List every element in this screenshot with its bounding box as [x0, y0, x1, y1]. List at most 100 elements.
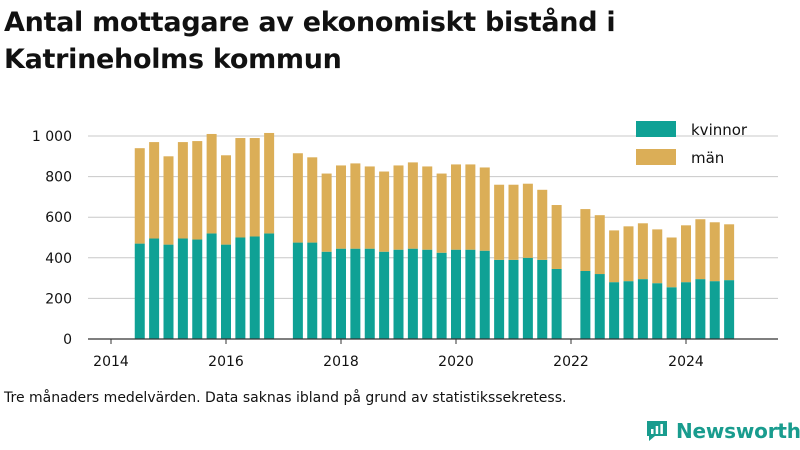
bar-kvinnor [594, 274, 605, 339]
legend: kvinnor män [636, 121, 748, 167]
bar-kvinnor [522, 257, 533, 339]
bar-kvinnor [637, 279, 648, 339]
bar-kvinnor [709, 281, 720, 339]
bar-kvinnor [336, 248, 346, 339]
brand-logo[interactable]: Newsworthy [645, 419, 800, 443]
bar-män [637, 223, 648, 280]
bar-män [422, 166, 433, 250]
bar-män [379, 171, 390, 252]
bar-kvinnor [163, 244, 174, 339]
bar-män [235, 138, 246, 238]
bar-män [350, 163, 361, 249]
legend-label-män: män [691, 149, 724, 167]
x-tick-label: 2014 [93, 354, 129, 370]
bar-kvinnor [508, 259, 519, 339]
bar-kvinnor [249, 236, 260, 339]
bar-män [666, 237, 677, 288]
bar-kvinnor [494, 259, 505, 339]
x-tick-label: 2018 [323, 354, 359, 370]
bar-kvinnor [177, 238, 188, 339]
bar-män [508, 184, 519, 260]
bar-män [537, 189, 548, 260]
bar-män [709, 222, 720, 282]
bar-män [264, 132, 275, 234]
bar-män [134, 148, 145, 244]
bar-kvinnor [422, 249, 433, 339]
legend-label-kvinnor: kvinnor [691, 121, 748, 139]
bar-kvinnor [292, 242, 303, 339]
bar-kvinnor [451, 249, 461, 339]
bar-kvinnor [364, 248, 375, 339]
x-tick-label: 2024 [668, 354, 704, 370]
bar-kvinnor [134, 243, 145, 339]
bar-kvinnor [436, 252, 447, 339]
bars [134, 132, 735, 339]
bar-kvinnor [221, 244, 231, 339]
bar-kvinnor [407, 248, 418, 339]
bar-män [192, 141, 203, 240]
bar-män [652, 229, 663, 284]
y-tick-label: 1 000 [32, 129, 72, 145]
bar-kvinnor [479, 250, 490, 339]
bar-män [724, 224, 735, 281]
y-tick-label: 800 [45, 170, 72, 186]
bar-män [451, 164, 461, 250]
bar-kvinnor [666, 287, 677, 339]
bar-män [321, 173, 332, 252]
bar-kvinnor [206, 233, 217, 339]
bar-kvinnor [623, 281, 634, 339]
bar-kvinnor [379, 251, 390, 339]
bar-män [695, 219, 706, 280]
bar-män [407, 162, 418, 249]
y-tick-label: 600 [45, 210, 72, 226]
y-tick-label: 400 [45, 251, 72, 267]
bar-män [336, 165, 346, 249]
bar-män [551, 205, 562, 269]
bar-kvinnor [321, 251, 332, 339]
bar-män [465, 164, 476, 250]
bar-män [163, 156, 174, 245]
bar-män [221, 155, 231, 245]
bar-kvinnor [580, 270, 591, 339]
bar-kvinnor [551, 268, 562, 339]
bar-män [623, 226, 634, 282]
legend-swatch-kvinnor [636, 121, 676, 137]
bar-kvinnor [350, 248, 361, 339]
bar-kvinnor [724, 280, 735, 339]
chart-title: Antal mottagare av ekonomiskt bistånd i … [4, 7, 616, 75]
bar-män [594, 215, 605, 275]
bar-män [307, 157, 318, 243]
bar-kvinnor [264, 233, 275, 339]
chart-caption: Tre månaders medelvärden. Data saknas ib… [4, 390, 567, 406]
bar-kvinnor [652, 283, 663, 339]
legend-swatch-män [636, 149, 676, 165]
bar-kvinnor [149, 238, 160, 339]
axes: 0 200 400 600 800 1 000 2014 2016 2018 2020 2022 20… [32, 129, 778, 370]
bar-män [436, 173, 447, 253]
bar-män [364, 166, 375, 249]
x-tick-label: 2020 [438, 354, 474, 370]
bar-män [609, 230, 620, 283]
bar-kvinnor [537, 259, 548, 339]
bar-kvinnor [681, 282, 691, 339]
bar-kvinnor [393, 249, 404, 339]
bar-män [177, 142, 188, 239]
x-tick-label: 2022 [553, 354, 589, 370]
bar-kvinnor [307, 242, 318, 339]
y-tick-label: 200 [45, 291, 72, 307]
bar-män [494, 184, 505, 260]
bar-chart: 0 200 400 600 800 1 000 2014 2016 2018 2020 2022 20… [32, 121, 778, 370]
bar-män [580, 209, 591, 271]
bar-kvinnor [192, 239, 203, 339]
bar-män [479, 167, 490, 251]
bar-män [249, 138, 260, 237]
bar-män [522, 183, 533, 258]
bar-män [393, 165, 404, 250]
bar-kvinnor [609, 282, 620, 339]
bar-män [292, 153, 303, 243]
bar-män [149, 142, 160, 239]
brand-name: Newsworthy [676, 419, 800, 443]
bar-kvinnor [235, 237, 246, 339]
newsworthy-logo-icon [647, 421, 667, 441]
bar-kvinnor [465, 249, 476, 339]
